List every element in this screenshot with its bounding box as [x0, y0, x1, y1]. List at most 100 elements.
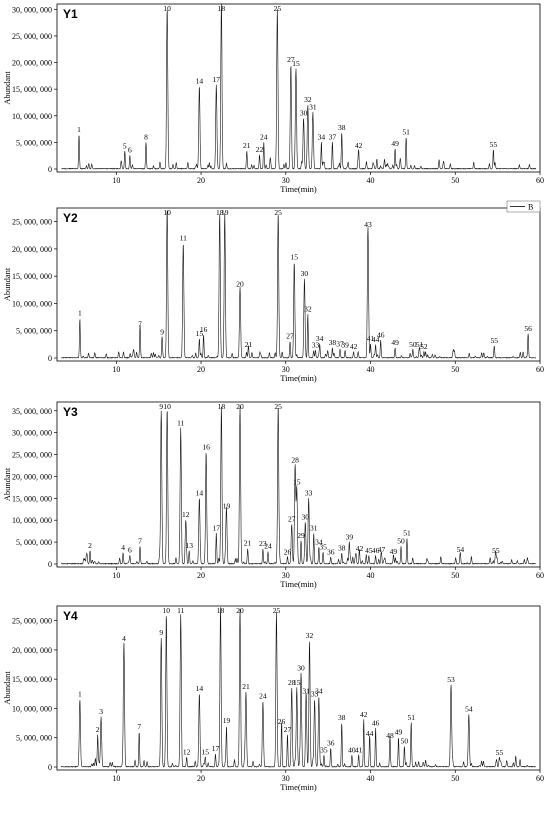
- panel-label: Y2: [63, 211, 78, 225]
- x-tick-label: 10: [112, 365, 120, 374]
- panel-label: Y1: [63, 7, 78, 21]
- peak-label: 36: [327, 738, 335, 747]
- peak-label: 7: [138, 320, 142, 329]
- peak-label: 23: [259, 539, 267, 548]
- peak-label: 34: [316, 334, 324, 343]
- peak-label: 17: [212, 744, 220, 753]
- peak-label: 2: [88, 541, 92, 550]
- peak-label: 30: [301, 269, 309, 278]
- y-tick-label: 25, 000, 000: [12, 32, 52, 41]
- peak-label: 4: [121, 543, 125, 552]
- peak-label: 54: [465, 704, 473, 713]
- x-axis-title: Time(min): [280, 782, 317, 792]
- peak-label: 27: [286, 332, 294, 341]
- peak-label: 14: [196, 77, 204, 86]
- y-tick-label: 5, 000, 000: [16, 734, 52, 743]
- peak-label: 38: [329, 338, 337, 347]
- peak-label: 36: [327, 547, 335, 556]
- peak-label: 34: [315, 687, 323, 696]
- x-tick-label: 60: [536, 571, 544, 580]
- y-tick-label: 5, 000, 000: [16, 327, 52, 336]
- x-tick-label: 30: [282, 774, 290, 783]
- peak-label: 19: [223, 501, 231, 510]
- peak-label: 10: [163, 4, 171, 13]
- peak-label: 18: [218, 402, 226, 411]
- plot-frame: [56, 605, 541, 771]
- x-tick-label: 30: [282, 571, 290, 580]
- peak-label: 47: [378, 545, 386, 554]
- x-tick-label: 60: [536, 774, 544, 783]
- peak-label: 38: [338, 543, 346, 552]
- y-tick-label: 0: [48, 165, 52, 174]
- x-tick-label: 10: [112, 571, 120, 580]
- chromatogram-trace: [61, 406, 536, 565]
- x-axis-title: Time(min): [280, 184, 317, 194]
- peak-label: 24: [264, 542, 272, 551]
- peak-label: 35: [319, 543, 327, 552]
- y-tick-label: 15, 000, 000: [12, 675, 52, 684]
- peak-label: 32: [304, 304, 312, 313]
- x-tick-label: 50: [451, 365, 459, 374]
- chromatogram-panel-y2: 0 5, 000, 000 10, 000, 000 15, 000, 000 20, …: [2, 207, 544, 383]
- peak-label: 28: [288, 678, 296, 687]
- x-tick-label: 40: [367, 176, 375, 185]
- peak-label: 49: [391, 139, 399, 148]
- peak-label: 54: [457, 545, 465, 554]
- peak-label: 22: [256, 145, 264, 154]
- peak-label: 32: [304, 95, 312, 104]
- y-tick-label: 25, 000, 000: [12, 218, 52, 227]
- peak-label: 44: [366, 729, 374, 738]
- chromatogram-trace: [60, 210, 537, 359]
- panel-label: Y4: [63, 609, 78, 623]
- y-tick-label: 20, 000, 000: [12, 646, 52, 655]
- peak-label: 11: [177, 606, 184, 615]
- peak-label: 14: [196, 488, 204, 497]
- peak-label: 46: [372, 718, 380, 727]
- x-tick-label: 60: [536, 365, 544, 374]
- x-tick-label: 20: [197, 774, 205, 783]
- peak-label: 28: [291, 455, 299, 464]
- y-tick-label: 0: [48, 763, 52, 772]
- peak-label: 15: [202, 748, 210, 757]
- x-axis-title: Time(min): [280, 579, 317, 589]
- peak-label: 1: [78, 690, 82, 699]
- peak-label: 19: [221, 208, 229, 217]
- peak-label: 33: [305, 488, 313, 497]
- peak-label: 20: [236, 402, 244, 411]
- peak-label: 17: [213, 523, 221, 532]
- y-tick-label: 30, 000, 000: [12, 429, 52, 438]
- y-tick-label: 30, 000, 000: [12, 5, 52, 14]
- peak-label: 41: [367, 334, 375, 343]
- x-tick-label: 50: [451, 774, 459, 783]
- peak-label: 55: [490, 336, 498, 345]
- peak-label: 26: [284, 547, 292, 556]
- peak-label: 52: [420, 342, 428, 351]
- x-tick-label: 20: [197, 365, 205, 374]
- peak-label: 2: [96, 725, 100, 734]
- peak-label: 25: [274, 208, 282, 217]
- peak-label: 43: [364, 220, 372, 229]
- peak-label: 27: [287, 55, 295, 64]
- y-tick-label: 10, 000, 000: [12, 112, 52, 121]
- peak-label: 14: [196, 684, 204, 693]
- peak-label: 9: [159, 628, 163, 637]
- peak-label: 18: [217, 606, 225, 615]
- chromatogram-panel-y1: 0 5, 000, 000 10, 000, 000 15, 000, 000 20, …: [2, 3, 544, 194]
- plot-frame: [56, 207, 541, 362]
- peak-label: 50: [401, 737, 409, 746]
- y-tick-label: 5, 000, 000: [16, 138, 52, 147]
- peak-label: 49: [391, 338, 399, 347]
- x-tick-label: 30: [282, 176, 290, 185]
- x-tick-label: 20: [197, 571, 205, 580]
- x-axis-title: Time(min): [280, 373, 317, 383]
- y-tick-label: 0: [48, 560, 52, 569]
- peak-label: 42: [350, 342, 358, 351]
- peak-label: 53: [447, 675, 455, 684]
- peak-label: 55: [496, 748, 504, 757]
- peak-label: 41: [355, 745, 363, 754]
- peak-label: 34: [318, 132, 326, 141]
- peak-label: 16: [200, 325, 208, 334]
- y-axis-title: Abundant: [2, 267, 12, 301]
- peak-label: 21: [243, 141, 251, 150]
- peak-label: 49: [390, 547, 398, 556]
